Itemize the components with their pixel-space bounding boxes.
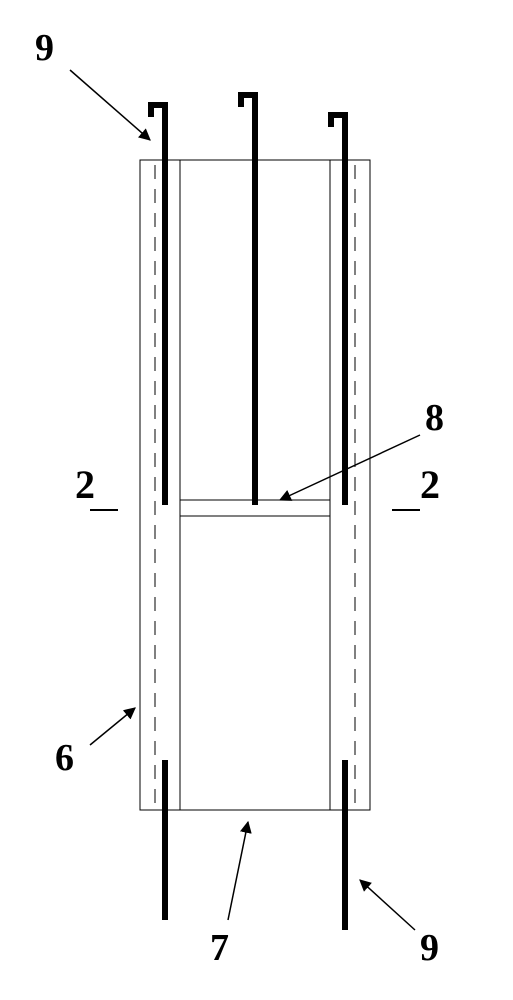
callout-arrow-c6 [90, 708, 135, 745]
callout-label-c6: 6 [55, 737, 74, 779]
callout-label-c8: 8 [425, 397, 444, 439]
callout-arrow-c8 [280, 435, 420, 500]
callout-label-c9bot: 9 [420, 927, 439, 969]
callout-label-c9top: 9 [35, 27, 54, 69]
callout-arrow-c9top [70, 70, 150, 140]
callout-arrow-c7 [228, 822, 248, 920]
callout-arrow-c9bot [360, 880, 415, 930]
callout-label-c7: 7 [210, 927, 229, 969]
section-label-right: 2 [420, 462, 440, 507]
section-label-left: 2 [75, 462, 95, 507]
